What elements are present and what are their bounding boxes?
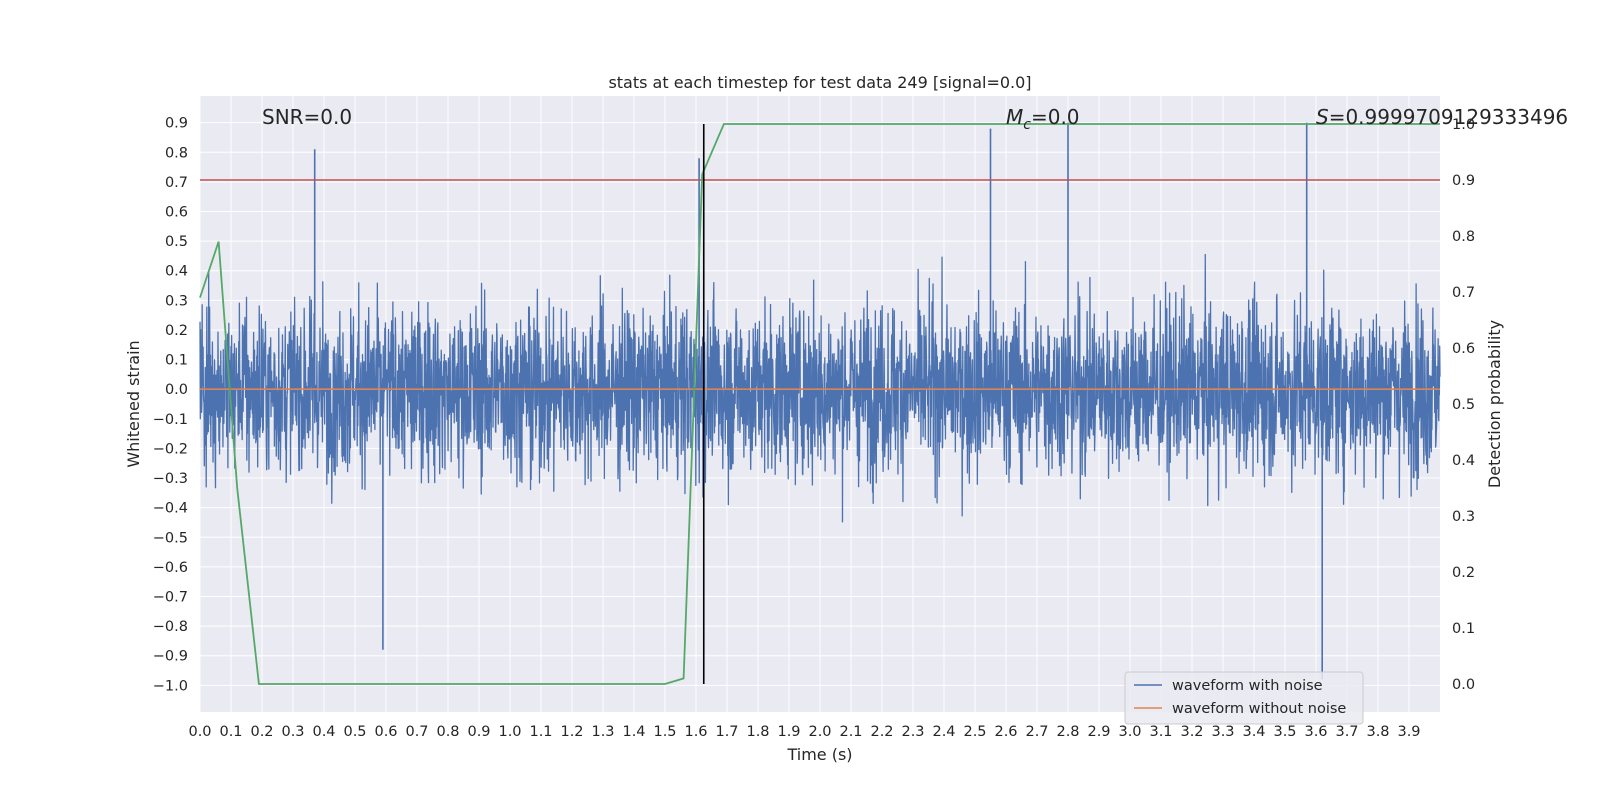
- score-annotation: S=0.9999709129333496: [1316, 105, 1568, 129]
- chirp-mass-subscript: c: [1023, 117, 1031, 133]
- y-axis-label: Whitened strain: [124, 340, 143, 467]
- y-right-axis-label: Detection probability: [1485, 320, 1504, 488]
- chirp-mass-symbol: M: [1006, 105, 1023, 129]
- y-right-tick-label: 0.5: [1452, 397, 1475, 413]
- y-tick-label: −0.5: [153, 530, 188, 546]
- x-tick-label: 0.4: [312, 724, 335, 740]
- x-tick-label: 1.2: [560, 724, 583, 740]
- y-tick-label: 0.2: [165, 323, 188, 339]
- x-tick-label: 0.6: [374, 724, 397, 740]
- x-tick-label: 2.0: [808, 724, 831, 740]
- x-tick-label: 3.5: [1273, 724, 1296, 740]
- x-tick-label: 1.5: [653, 724, 676, 740]
- x-tick-label: 0.2: [250, 724, 273, 740]
- x-tick-label: 2.4: [932, 724, 955, 740]
- x-tick-label: 1.9: [777, 724, 800, 740]
- x-tick-label: 2.8: [1056, 724, 1079, 740]
- y-tick-label: −1.0: [153, 678, 188, 694]
- y-axis-ticks: 0.9 0.8 0.7 0.6 0.5 0.4 0.3 0.2 0.1 0.0 −0.1 −0.2 −0…: [153, 116, 188, 695]
- y-tick-label: −0.7: [153, 590, 188, 606]
- chirp-mass-annotation: Mc=0.0: [1006, 105, 1080, 133]
- x-tick-label: 0.5: [343, 724, 366, 740]
- x-tick-label: 1.4: [622, 724, 645, 740]
- x-tick-label: 3.8: [1366, 724, 1389, 740]
- x-tick-label: 2.1: [839, 724, 862, 740]
- y-right-tick-label: 0.9: [1452, 173, 1475, 189]
- y-tick-label: −0.2: [153, 441, 188, 457]
- legend-box: [1124, 671, 1364, 725]
- x-tick-label: 1.3: [591, 724, 614, 740]
- x-tick-label: 1.6: [684, 724, 707, 740]
- snr-annotation: SNR=0.0: [262, 105, 352, 129]
- x-tick-label: 0.8: [436, 724, 459, 740]
- y-tick-label: 0.0: [165, 382, 188, 398]
- y-right-tick-label: 0.3: [1452, 509, 1475, 525]
- y-tick-label: −0.6: [153, 560, 188, 576]
- y-tick-label: 0.9: [165, 116, 188, 132]
- score-value: =0.9999709129333496: [1329, 105, 1568, 129]
- y-tick-label: −0.3: [153, 471, 188, 487]
- y-tick-label: 0.6: [165, 205, 188, 221]
- series-lines: [199, 123, 1440, 685]
- legend: waveform with noise waveform without noi…: [1124, 671, 1364, 725]
- x-tick-label: 3.2: [1180, 724, 1203, 740]
- x-tick-label: 3.4: [1242, 724, 1265, 740]
- y-right-tick-label: 0.1: [1452, 621, 1475, 637]
- x-tick-label: 2.3: [901, 724, 924, 740]
- y-tick-label: 0.4: [165, 264, 188, 280]
- series-waveform-with-noise: [199, 122, 1441, 680]
- x-tick-label: 1.7: [715, 724, 738, 740]
- x-tick-label: 1.0: [498, 724, 521, 740]
- detection-probability-line: [199, 123, 1440, 685]
- x-tick-label: 2.6: [994, 724, 1017, 740]
- x-tick-label: 3.9: [1397, 724, 1420, 740]
- y-right-axis-ticks: 1.0 0.9 0.8 0.7 0.6 0.5 0.4 0.3 0.2 0.1 0.0: [1452, 117, 1475, 693]
- y-right-tick-label: 0.6: [1452, 341, 1475, 357]
- x-tick-label: 3.7: [1335, 724, 1358, 740]
- x-tick-label: 0.1: [219, 724, 242, 740]
- y-right-tick-label: 0.7: [1452, 285, 1475, 301]
- x-tick-label: 1.1: [529, 724, 552, 740]
- x-tick-label: 0.0: [188, 724, 211, 740]
- grid: [199, 96, 1440, 712]
- x-tick-label: 2.9: [1087, 724, 1110, 740]
- x-tick-label: 0.9: [467, 724, 490, 740]
- x-tick-label: 3.6: [1304, 724, 1327, 740]
- x-tick-label: 1.8: [746, 724, 769, 740]
- y-right-tick-label: 0.0: [1452, 677, 1475, 693]
- x-tick-label: 2.5: [963, 724, 986, 740]
- y-tick-label: 0.7: [165, 175, 188, 191]
- y-right-tick-label: 1.0: [1452, 117, 1475, 133]
- x-tick-label: 3.3: [1211, 724, 1234, 740]
- chirp-mass-value: =0.0: [1031, 105, 1080, 129]
- waveform-with-noise-line: [199, 253, 1441, 523]
- y-right-tick-label: 0.4: [1452, 453, 1475, 469]
- y-tick-label: −0.9: [153, 649, 188, 665]
- y-tick-label: 0.3: [165, 293, 188, 309]
- x-tick-label: 2.2: [870, 724, 893, 740]
- x-tick-label: 2.7: [1025, 724, 1048, 740]
- y-tick-label: 0.5: [165, 234, 188, 250]
- legend-label-waveform-without-noise: waveform without noise: [1172, 701, 1346, 717]
- score-symbol: S: [1316, 105, 1329, 129]
- x-tick-label: 3.1: [1149, 724, 1172, 740]
- y-right-tick-label: 0.8: [1452, 229, 1475, 245]
- y-right-tick-label: 0.2: [1452, 565, 1475, 581]
- x-axis-label: Time (s): [786, 745, 852, 764]
- x-tick-label: 0.3: [281, 724, 304, 740]
- y-tick-label: 0.8: [165, 145, 188, 161]
- x-tick-label: 3.0: [1118, 724, 1141, 740]
- x-axis-ticks: 0.0 0.1 0.2 0.3 0.4 0.5 0.6 0.7 0.8 0.9 1.0 1.1 1.2 1…: [188, 724, 1420, 740]
- x-tick-label: 0.7: [405, 724, 428, 740]
- chart-title: stats at each timestep for test data 249…: [608, 73, 1031, 92]
- y-tick-label: −0.4: [153, 501, 188, 517]
- y-tick-label: 0.1: [165, 353, 188, 369]
- y-tick-label: −0.8: [153, 619, 188, 635]
- legend-label-waveform-with-noise: waveform with noise: [1172, 678, 1323, 694]
- y-tick-label: −0.1: [153, 412, 188, 428]
